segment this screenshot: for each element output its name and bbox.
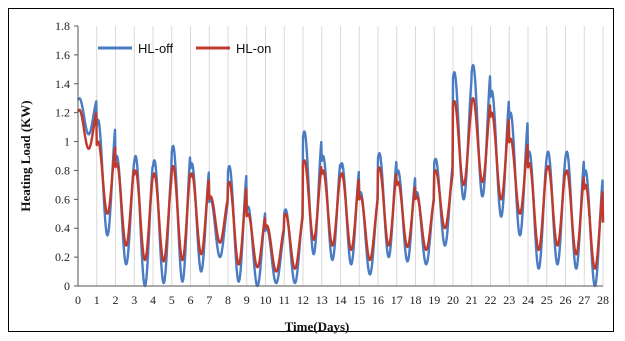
x-tick-label: 4	[150, 293, 156, 307]
y-tick-label: 1.6	[55, 48, 70, 62]
legend: HL-off HL-on	[98, 41, 271, 56]
x-tick-label: 5	[169, 293, 175, 307]
x-tick-label: 25	[541, 293, 553, 307]
x-tick-label: 10	[260, 293, 272, 307]
y-tick-label: 0	[64, 279, 70, 293]
x-tick-label: 23	[503, 293, 515, 307]
x-tick-label: 9	[244, 293, 250, 307]
x-tick-label: 20	[447, 293, 459, 307]
x-tick-label: 2	[113, 293, 119, 307]
x-tick-label: 21	[466, 293, 478, 307]
x-tick-label: 7	[206, 293, 212, 307]
legend-label-hl-on: HL-on	[236, 41, 271, 56]
x-tick-label: 18	[410, 293, 422, 307]
series-layer	[76, 63, 605, 288]
x-tick-label: 3	[131, 293, 137, 307]
legend-label-hl-off: HL-off	[138, 41, 174, 56]
y-tick-label: 0.4	[55, 221, 70, 235]
series-line-hl-on	[76, 97, 605, 273]
x-tick-label: 16	[372, 293, 384, 307]
y-axis-title: Heating Load (KW)	[18, 100, 33, 211]
x-tick-labels: 0 1 2 3 4 5 6 7 8 9 10 11 12 13 14 15 16 17 18 19 20 21 22 23 24…	[75, 293, 609, 307]
y-tick-labels: 0 0.2 0.4 0.6 0.8 1 1.2 1.4 1.6 1.8	[55, 19, 78, 293]
x-tick-label: 27	[578, 293, 590, 307]
y-tick-label: 1.2	[55, 106, 70, 120]
x-tick-label: 12	[297, 293, 309, 307]
x-tick-label: 11	[278, 293, 290, 307]
x-tick-label: 1	[94, 293, 100, 307]
x-tick-label: 26	[560, 293, 572, 307]
y-tick-label: 0.2	[55, 250, 70, 264]
x-tick-label: 8	[225, 293, 231, 307]
y-tick-label: 1	[64, 135, 70, 149]
x-tick-label: 13	[316, 293, 328, 307]
x-tick-label: 17	[391, 293, 403, 307]
x-tick-label: 22	[485, 293, 497, 307]
y-tick-label: 0.6	[55, 192, 70, 206]
y-tick-label: 1.4	[55, 77, 70, 91]
chart-frame	[8, 8, 614, 332]
x-tick-label: 24	[522, 293, 534, 307]
x-tick-label: 19	[428, 293, 440, 307]
y-tick-label: 0.8	[55, 163, 70, 177]
x-tick-label: 6	[188, 293, 194, 307]
axes	[77, 26, 603, 287]
x-axis-title: Time(Days)	[285, 319, 350, 334]
x-tick-label: 15	[353, 293, 365, 307]
x-tick-label: 14	[335, 293, 347, 307]
x-tick-label: 28	[597, 293, 609, 307]
y-tick-label: 1.8	[55, 19, 70, 33]
x-tick-label: 0	[75, 293, 81, 307]
